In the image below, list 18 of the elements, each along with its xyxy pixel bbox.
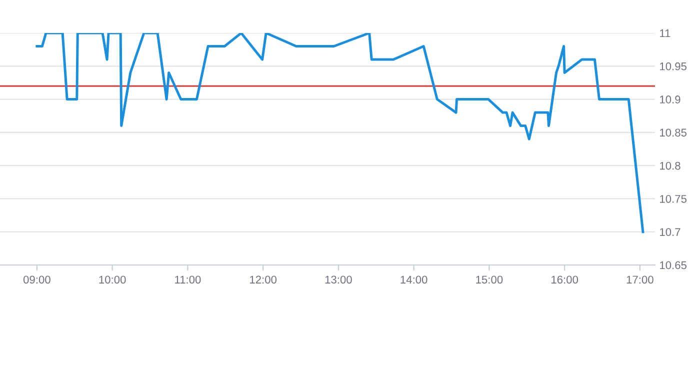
- x-tick-label: 17:00: [626, 276, 654, 284]
- line-series: [36, 33, 644, 234]
- y-tick-label: 11: [660, 29, 670, 38]
- x-tick-label: 10:00: [99, 276, 126, 284]
- x-tick-label: 13:00: [325, 276, 352, 284]
- y-tick-label: 10.7: [660, 228, 680, 236]
- y-tick-label: 10.85: [660, 128, 687, 137]
- x-tick-label: 12:00: [250, 276, 277, 284]
- y-tick-label: 10.75: [660, 194, 687, 203]
- y-tick-label: 10.65: [660, 261, 687, 270]
- x-tick-label: 09:00: [23, 276, 50, 284]
- y-tick-label: 10.95: [660, 62, 687, 70]
- x-tick-label: 16:00: [551, 276, 578, 284]
- x-tick-label: 15:00: [476, 276, 503, 284]
- x-tick-label: 14:00: [400, 276, 428, 284]
- y-tick-label: 10.8: [660, 162, 680, 170]
- y-tick-label: 10.9: [660, 96, 680, 104]
- x-tick-label: 11:00: [175, 276, 201, 284]
